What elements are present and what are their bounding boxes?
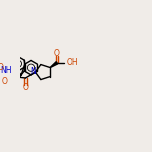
Text: O: O [22, 83, 28, 92]
Text: O: O [1, 77, 7, 86]
Text: N: N [30, 67, 36, 76]
Polygon shape [50, 62, 58, 68]
Text: O: O [0, 63, 3, 72]
Text: O: O [54, 49, 60, 58]
Text: NH: NH [0, 66, 12, 75]
Text: OH: OH [66, 58, 78, 67]
